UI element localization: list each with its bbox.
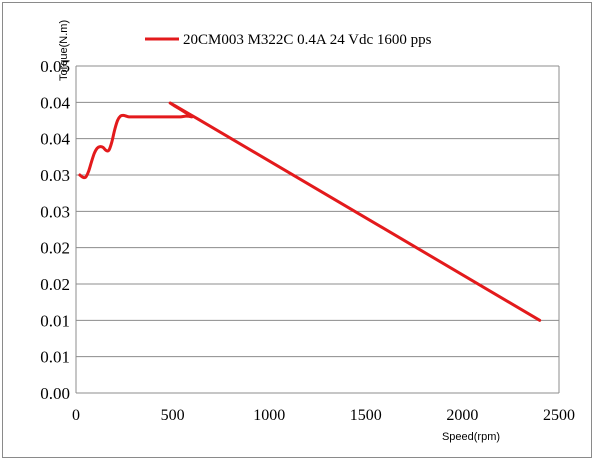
y-tick-label: 0.04 [40,93,70,112]
x-tick-label: 1000 [253,407,285,424]
chart-frame: 0.00 0.01 0.01 0.02 0.02 0.03 0.03 0.04 0.04 0.05… [2,2,592,458]
x-tick-label: 2000 [446,407,478,424]
x-axis-label: Speed(rpm) [442,431,500,443]
y-tick-label: 0.05 [40,57,70,76]
chart-svg: 0.00 0.01 0.01 0.02 0.02 0.03 0.03 0.04 0.04 0.05… [40,20,575,443]
y-tick-label: 0.00 [40,384,70,403]
y-tick-label: 0.02 [40,275,70,294]
tick-layer: 0.00 0.01 0.01 0.02 0.02 0.03 0.03 0.04 0.04 0.05… [40,57,575,424]
series-layer [78,101,542,322]
x-tick-label: 500 [161,407,185,424]
grid-layer [75,65,560,394]
series-line [78,101,542,322]
legend-label: 20CM003 M322C 0.4A 24 Vdc 1600 pps [183,32,432,48]
y-tick-label: 0.01 [40,311,70,330]
y-axis-label: Torque(N.m) [58,20,70,81]
y-tick-label: 0.03 [40,166,70,185]
y-tick-label: 0.04 [40,130,70,149]
x-tick-label: 0 [72,407,80,424]
x-tick-label: 2500 [543,407,575,424]
x-tick-label: 1500 [350,407,382,424]
y-tick-label: 0.01 [40,348,70,367]
y-tick-label: 0.02 [40,239,70,258]
y-tick-label: 0.03 [40,202,70,221]
